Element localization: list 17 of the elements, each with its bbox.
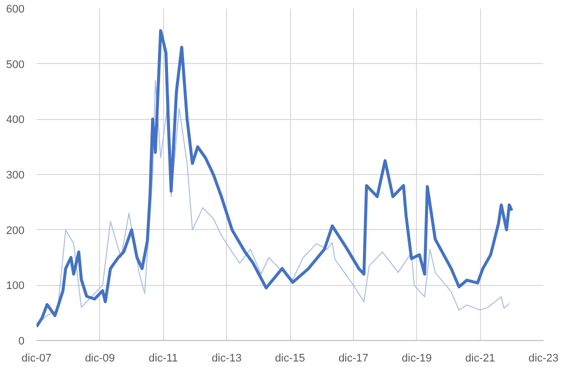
- y-tick-label: 500: [6, 58, 25, 71]
- line-series: [36, 29, 514, 328]
- x-tick-label: dic-13: [212, 352, 242, 364]
- x-tick-label: dic-07: [22, 352, 52, 364]
- y-tick-label: 100: [6, 280, 25, 292]
- x-tick-label: dic-09: [84, 352, 115, 364]
- y-tick-label: 0: [18, 336, 25, 348]
- x-tick-label: dic-15: [275, 352, 305, 364]
- x-tick-label: dic-19: [402, 352, 432, 364]
- x-tick-label: dic-23: [528, 352, 558, 364]
- y-tick-label: 600: [6, 4, 25, 16]
- x-tick-label: dic-11: [148, 352, 178, 364]
- y-tick-label: 200: [6, 224, 25, 237]
- x-tick-label: dic-17: [338, 352, 368, 364]
- y-tick-label: 300: [6, 170, 25, 182]
- x-tick-label: dic-21: [465, 352, 496, 364]
- y-tick-label: 400: [6, 114, 25, 126]
